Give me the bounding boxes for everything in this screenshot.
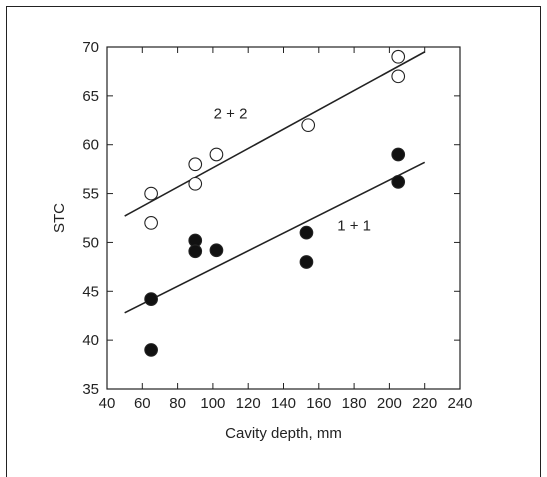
fit-line-series-1 — [124, 161, 426, 314]
y-tick-label: 60 — [82, 137, 99, 154]
plot-area — [106, 46, 461, 390]
x-tick-label: 100 — [200, 395, 225, 412]
y-tick-label: 40 — [82, 332, 99, 349]
series-label-2plus2: 2 + 2 — [214, 105, 248, 122]
y-tick-label: 35 — [82, 381, 99, 398]
figure-frame — [6, 6, 541, 477]
data-point-filled — [209, 243, 224, 258]
data-point-open — [391, 49, 406, 64]
series-label-1plus1: 1 + 1 — [337, 218, 371, 235]
y-tick-label: 55 — [82, 186, 99, 203]
data-point-filled — [299, 255, 314, 269]
x-tick-label: 140 — [271, 395, 296, 412]
fit-line-series-0 — [124, 51, 426, 217]
x-tick-label: 200 — [377, 395, 402, 412]
x-tick-label: 160 — [306, 395, 331, 412]
x-tick-label: 40 — [99, 395, 116, 412]
ticks-layer: 40 60 80 100 120 140 160 180 200 220 2403540455055… — [82, 39, 472, 412]
points-layer — [144, 49, 406, 357]
data-point-open — [209, 147, 224, 162]
x-tick-label: 60 — [134, 395, 151, 412]
data-point-filled — [391, 147, 406, 162]
data-point-open — [391, 69, 406, 84]
data-point-open — [188, 157, 203, 172]
y-tick-label: 70 — [82, 39, 99, 56]
fit-lines-layer — [124, 51, 426, 314]
data-point-filled — [391, 174, 406, 189]
data-point-open — [188, 176, 203, 191]
data-point-open — [301, 118, 316, 133]
y-axis-label: STC — [51, 203, 68, 233]
y-tick-label: 65 — [82, 88, 99, 105]
x-tick-label: 120 — [236, 395, 261, 412]
data-point-open — [144, 216, 158, 230]
data-point-open — [144, 186, 158, 201]
x-tick-label: 180 — [342, 395, 367, 412]
data-point-filled — [299, 225, 314, 240]
x-tick-label: 220 — [412, 395, 437, 412]
x-tick-label: 240 — [447, 395, 472, 412]
data-point-filled — [144, 343, 158, 357]
data-point-filled — [144, 292, 158, 306]
y-tick-label: 50 — [82, 234, 99, 251]
x-tick-label: 80 — [169, 395, 186, 412]
data-point-filled — [188, 244, 203, 259]
y-tick-label: 45 — [82, 283, 99, 300]
x-axis-label: Cavity depth, mm — [225, 425, 342, 442]
